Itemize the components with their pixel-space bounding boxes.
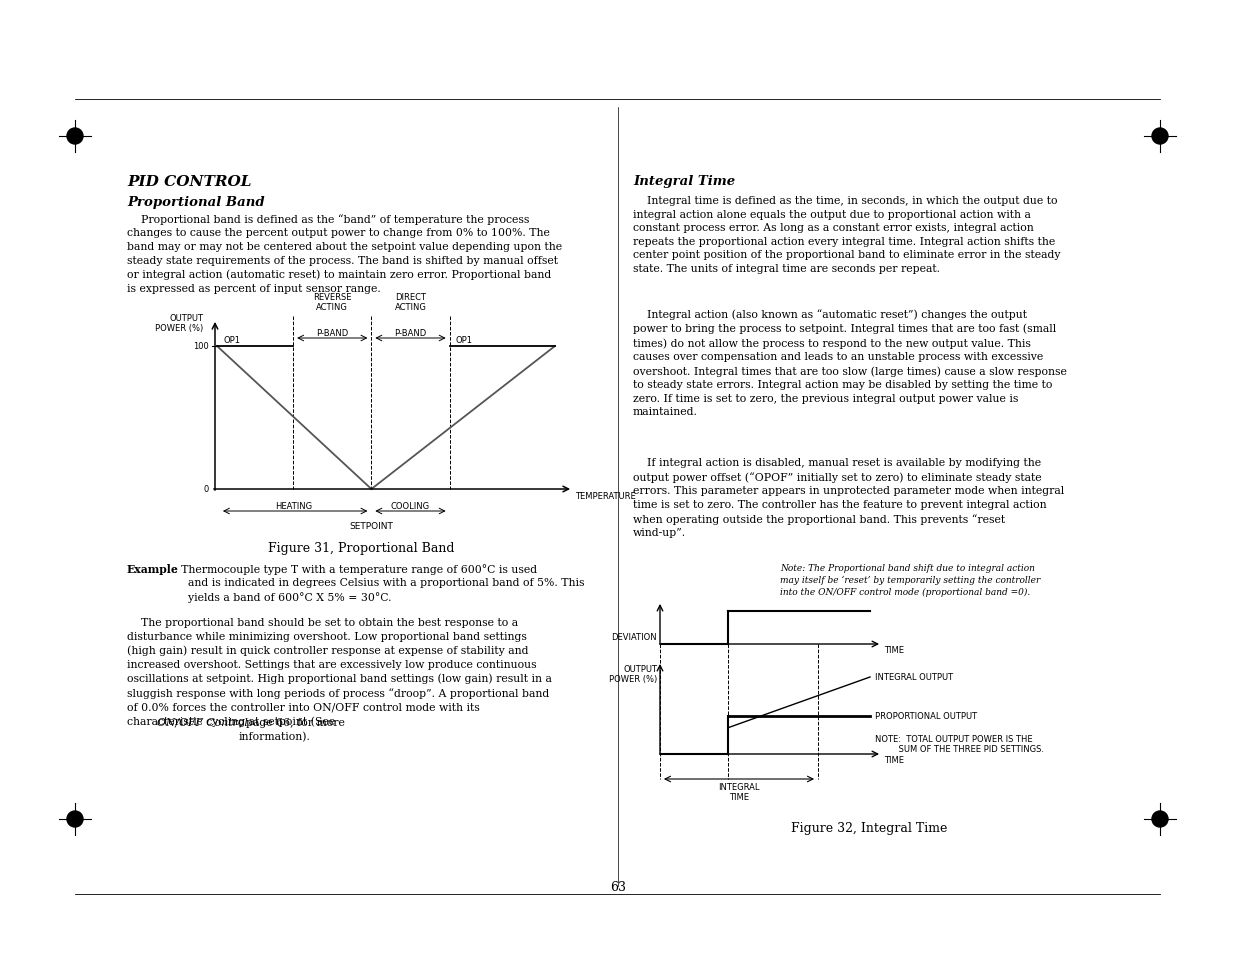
Text: OUTPUT
POWER (%): OUTPUT POWER (%) xyxy=(609,664,657,683)
Text: P-BAND: P-BAND xyxy=(316,329,348,337)
Text: Figure 32, Integral Time: Figure 32, Integral Time xyxy=(790,821,947,834)
Text: If integral action is disabled, manual reset is available by modifying the
outpu: If integral action is disabled, manual r… xyxy=(634,457,1065,537)
Text: PID CONTROL: PID CONTROL xyxy=(127,174,252,189)
Text: 0: 0 xyxy=(204,485,209,494)
Text: INTEGRAL OUTPUT: INTEGRAL OUTPUT xyxy=(876,673,953,681)
Text: Proportional Band: Proportional Band xyxy=(127,195,264,209)
Text: 100: 100 xyxy=(193,342,209,351)
Text: DEVIATION: DEVIATION xyxy=(611,633,657,641)
Text: Integral time is defined as the time, in seconds, in which the output due to
int: Integral time is defined as the time, in… xyxy=(634,195,1061,274)
Text: SETPOINT: SETPOINT xyxy=(350,521,393,531)
Text: REVERSE
ACTING: REVERSE ACTING xyxy=(312,293,352,312)
Text: Figure 31, Proportional Band: Figure 31, Proportional Band xyxy=(268,541,454,555)
Text: The proportional band should be set to obtain the best response to a
disturbance: The proportional band should be set to o… xyxy=(127,618,552,726)
Text: 63: 63 xyxy=(610,880,626,893)
Text: OUTPUT
POWER (%): OUTPUT POWER (%) xyxy=(154,314,203,333)
Text: , page 66, for more
information).: , page 66, for more information). xyxy=(240,718,345,741)
Text: OP1: OP1 xyxy=(456,335,473,345)
Text: P-BAND: P-BAND xyxy=(394,329,426,337)
Text: Integral Time: Integral Time xyxy=(634,174,735,188)
Circle shape xyxy=(67,129,83,145)
Text: TEMPERATURE: TEMPERATURE xyxy=(576,492,636,500)
Text: NOTE:  TOTAL OUTPUT POWER IS THE
         SUM OF THE THREE PID SETTINGS.: NOTE: TOTAL OUTPUT POWER IS THE SUM OF T… xyxy=(876,734,1044,754)
Text: TIME: TIME xyxy=(884,755,904,764)
Text: Integral action (also known as “automatic reset”) changes the output
power to br: Integral action (also known as “automati… xyxy=(634,309,1067,417)
Text: Example: Example xyxy=(127,563,179,575)
Text: TIME: TIME xyxy=(884,645,904,655)
Text: : Thermocouple type T with a temperature range of 600°C is used
    and is indic: : Thermocouple type T with a temperature… xyxy=(174,563,584,602)
Circle shape xyxy=(1152,811,1168,827)
Text: ON/OFF Control: ON/OFF Control xyxy=(157,718,248,727)
Text: HEATING: HEATING xyxy=(274,501,311,511)
Text: OP1: OP1 xyxy=(224,335,240,345)
Circle shape xyxy=(1152,129,1168,145)
Text: Proportional band is defined as the “band” of temperature the process
changes to: Proportional band is defined as the “ban… xyxy=(127,213,562,294)
Text: PROPORTIONAL OUTPUT: PROPORTIONAL OUTPUT xyxy=(876,712,977,720)
Text: COOLING: COOLING xyxy=(391,501,430,511)
Circle shape xyxy=(67,811,83,827)
Text: Note: The Proportional band shift due to integral action
may itself be ‘reset’ b: Note: The Proportional band shift due to… xyxy=(781,563,1040,596)
Text: DIRECT
ACTING: DIRECT ACTING xyxy=(394,293,426,312)
Text: INTEGRAL
TIME: INTEGRAL TIME xyxy=(719,782,760,801)
